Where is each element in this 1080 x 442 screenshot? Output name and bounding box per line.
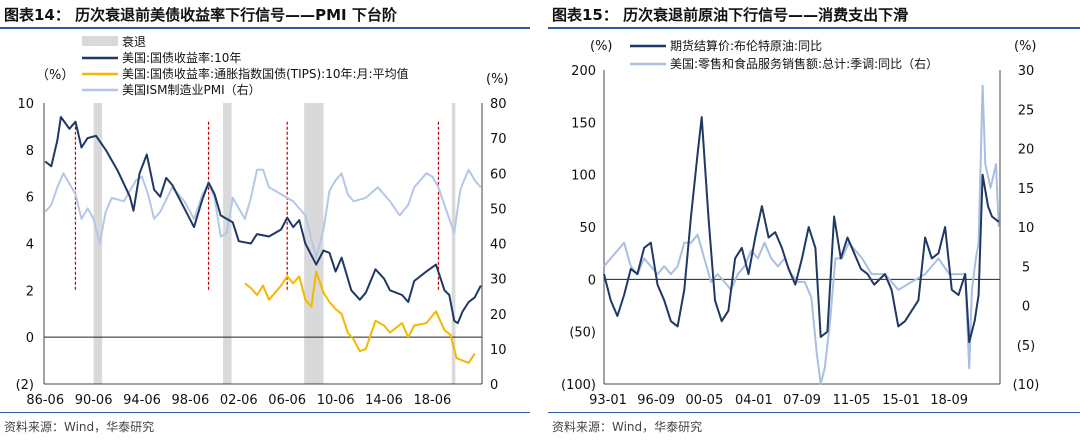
- y-tick-label-right: (5): [1017, 339, 1035, 354]
- legend-swatch: [82, 36, 118, 46]
- x-tick-label: 94-06: [123, 393, 161, 408]
- x-tick-label: 98-06: [172, 393, 210, 408]
- y-tick-label-left: 2: [26, 284, 34, 299]
- left-axis-unit: （%）: [36, 68, 74, 83]
- left-axis-unit: (%): [590, 39, 613, 54]
- y-tick-label-right: 60: [490, 167, 507, 182]
- y-tick-label-left: 8: [26, 144, 34, 159]
- x-tick-label: 14-06: [365, 393, 403, 408]
- y-tick-label-left: (2): [16, 378, 34, 393]
- y-tick-label-left: 50: [579, 221, 596, 236]
- y-tick-label-right: 5: [1022, 260, 1030, 275]
- x-tick-label: 86-06: [26, 393, 64, 408]
- y-tick-label-right: 50: [490, 202, 507, 217]
- x-tick-label: 00-05: [685, 393, 723, 408]
- x-tick-label: 10-06: [317, 393, 355, 408]
- y-tick-label-right: 10: [1018, 221, 1035, 236]
- source-note: 资料来源：Wind，华泰研究: [4, 420, 155, 434]
- footer-rule: [548, 412, 1080, 413]
- chart-area-right: 200150100500(50)(100)302520151050(5)(10)…: [561, 38, 1040, 408]
- footer-rule: [0, 412, 530, 413]
- x-tick-label: 96-09: [637, 393, 675, 408]
- x-tick-label: 07-09: [783, 393, 821, 408]
- right-axis-unit: (%): [486, 72, 509, 87]
- y-tick-label-right: 0: [1022, 300, 1030, 315]
- y-tick-label-left: 0: [588, 273, 596, 288]
- x-tick-label: 15-01: [882, 393, 920, 408]
- legend-label: 美国:国债收益率:通胀指数国债(TIPS):10年:月:平均值: [122, 66, 409, 81]
- y-tick-label-left: (50): [569, 326, 596, 341]
- y-tick-label-right: 30: [1018, 64, 1035, 79]
- source-note: 资料来源：Wind，华泰研究: [552, 420, 703, 434]
- x-tick-label: 04-01: [735, 393, 773, 408]
- legend-label: 美国:国债收益率:10年: [122, 50, 241, 65]
- x-tick-label: 90-06: [75, 393, 113, 408]
- title-rule: [0, 27, 530, 29]
- y-tick-label-left: 10: [17, 97, 34, 112]
- y-tick-label-right: 40: [490, 238, 507, 253]
- y-tick-label-right: 20: [490, 308, 507, 323]
- x-tick-label: 06-06: [268, 393, 306, 408]
- right-axis-unit: (%): [1014, 39, 1037, 54]
- legend-label: 美国ISM制造业PMI（右）: [122, 82, 261, 97]
- recession-band: [93, 103, 103, 384]
- x-tick-label: 93-01: [589, 393, 627, 408]
- y-tick-label-left: 4: [26, 238, 34, 253]
- y-tick-label-right: 30: [490, 273, 507, 288]
- y-tick-label-right: 10: [490, 343, 507, 358]
- y-tick-label-left: 200: [571, 64, 596, 79]
- x-tick-label: 02-06: [220, 393, 258, 408]
- recession-band: [451, 103, 456, 384]
- x-tick-label: 18-06: [414, 393, 452, 408]
- y-tick-label-right: 15: [1018, 182, 1035, 197]
- chart-title: 图表15： 历次衰退前原油下行信号——消费支出下滑: [552, 6, 909, 24]
- y-tick-label-right: 20: [1018, 143, 1035, 158]
- y-tick-label-right: 70: [490, 132, 507, 147]
- series-line: [603, 84, 1000, 385]
- title-rule: [548, 27, 1080, 29]
- recession-band: [223, 103, 232, 384]
- y-tick-label-right: 25: [1018, 103, 1035, 118]
- y-tick-label-right: (10): [1013, 378, 1040, 393]
- y-tick-label-left: 100: [571, 169, 596, 184]
- legend-label: 期货结算价:布伦特原油:同比: [670, 38, 822, 53]
- chart-title: 图表14： 历次衰退前美债收益率下行信号——PMI 下台阶: [4, 6, 397, 24]
- series-line: [44, 116, 482, 325]
- legend-label: 美国:零售和食品服务销售额:总计:季调:同比（右）: [670, 56, 938, 71]
- y-tick-label-left: 150: [571, 116, 596, 131]
- x-tick-label: 11-05: [833, 393, 871, 408]
- x-tick-label: 18-09: [930, 393, 968, 408]
- recession-band: [304, 103, 324, 384]
- y-tick-label-right: 80: [490, 97, 507, 112]
- chart-panel-right: 图表15： 历次衰退前原油下行信号——消费支出下滑 200 150 100 50 0 (5…: [548, 0, 1080, 442]
- series-line: [244, 270, 476, 364]
- y-tick-label-right: 0: [490, 378, 498, 393]
- y-tick-label-left: 6: [26, 191, 34, 206]
- y-tick-label-left: (100): [561, 378, 596, 393]
- y-tick-label-left: 0: [26, 331, 34, 346]
- legend-label: 衰退: [122, 34, 146, 49]
- series-line: [44, 168, 482, 259]
- chart-panel-left: 图表14： 历次衰退前美债收益率下行信号——PMI 下台阶 10 8 6 4 2 0 (2)…: [0, 0, 530, 442]
- series-line: [603, 116, 1000, 344]
